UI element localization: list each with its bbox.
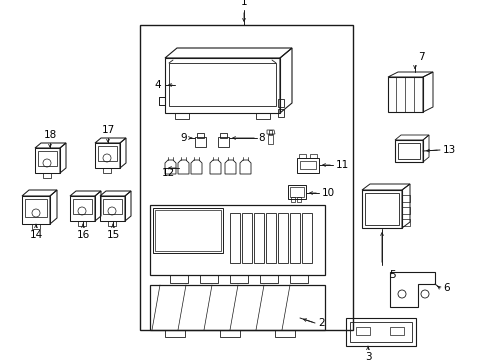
Bar (287, 185, 305, 199)
Text: 10: 10 (321, 188, 334, 198)
Bar (169, 63, 275, 106)
Bar (260, 275, 278, 283)
Bar (296, 158, 318, 173)
Text: 15: 15 (106, 230, 120, 240)
Bar (108, 221, 116, 226)
Bar (164, 330, 184, 337)
Text: 9: 9 (181, 133, 187, 143)
Text: 18: 18 (43, 130, 57, 140)
Bar (197, 133, 203, 138)
Bar (242, 213, 251, 263)
Bar (355, 327, 369, 335)
Bar (103, 168, 111, 173)
Bar (175, 113, 189, 119)
Bar (253, 213, 264, 263)
Bar (274, 330, 294, 337)
Bar (140, 25, 352, 330)
Bar (200, 275, 218, 283)
Bar (401, 207, 409, 214)
Bar (150, 205, 325, 275)
Bar (389, 327, 403, 335)
Text: 7: 7 (417, 52, 424, 62)
Text: 2: 2 (317, 318, 324, 328)
Bar (98, 146, 117, 161)
Text: 13: 13 (442, 145, 455, 155)
Bar (73, 199, 92, 214)
Bar (278, 99, 284, 107)
Bar (289, 213, 299, 263)
Bar (268, 130, 271, 135)
Bar (256, 113, 269, 119)
Bar (298, 154, 305, 158)
Bar (220, 330, 240, 337)
Bar (229, 275, 247, 283)
Bar (229, 213, 240, 263)
Bar (289, 187, 304, 197)
Bar (296, 197, 301, 202)
Bar (78, 221, 86, 226)
Bar (361, 190, 401, 228)
Bar (364, 193, 398, 225)
Bar (22, 196, 50, 224)
Bar (289, 275, 307, 283)
Bar (401, 195, 409, 202)
Text: 3: 3 (364, 352, 370, 360)
Bar (265, 213, 275, 263)
Bar (70, 196, 95, 221)
Bar (159, 97, 164, 105)
Text: 5: 5 (389, 270, 395, 280)
Bar (218, 137, 228, 147)
Bar (170, 275, 187, 283)
Bar (155, 210, 221, 251)
Bar (159, 97, 164, 105)
Text: 6: 6 (442, 283, 448, 293)
Bar (299, 161, 315, 169)
Text: 1: 1 (240, 0, 247, 7)
Bar (32, 224, 40, 229)
Bar (25, 199, 47, 217)
Bar (103, 199, 122, 214)
Text: 11: 11 (335, 160, 348, 170)
Bar (346, 318, 415, 346)
Text: 8: 8 (258, 133, 265, 143)
Bar (100, 196, 125, 221)
Bar (278, 213, 287, 263)
Bar (220, 133, 226, 138)
Text: 16: 16 (76, 230, 89, 240)
Bar (394, 140, 422, 162)
Bar (38, 151, 57, 166)
Bar (309, 154, 316, 158)
Bar (95, 143, 120, 168)
Bar (267, 134, 272, 144)
Bar (153, 208, 223, 253)
Bar (290, 197, 294, 202)
Bar (397, 143, 419, 159)
Text: 17: 17 (101, 125, 114, 135)
Text: 14: 14 (29, 230, 42, 240)
Bar (349, 322, 411, 342)
Bar (278, 109, 284, 117)
Bar (164, 58, 280, 113)
Bar (195, 137, 205, 147)
Bar (43, 173, 51, 178)
Text: 12: 12 (162, 168, 175, 178)
Text: 4: 4 (154, 80, 161, 90)
Bar (35, 148, 60, 173)
Bar (401, 219, 409, 226)
Bar (302, 213, 311, 263)
